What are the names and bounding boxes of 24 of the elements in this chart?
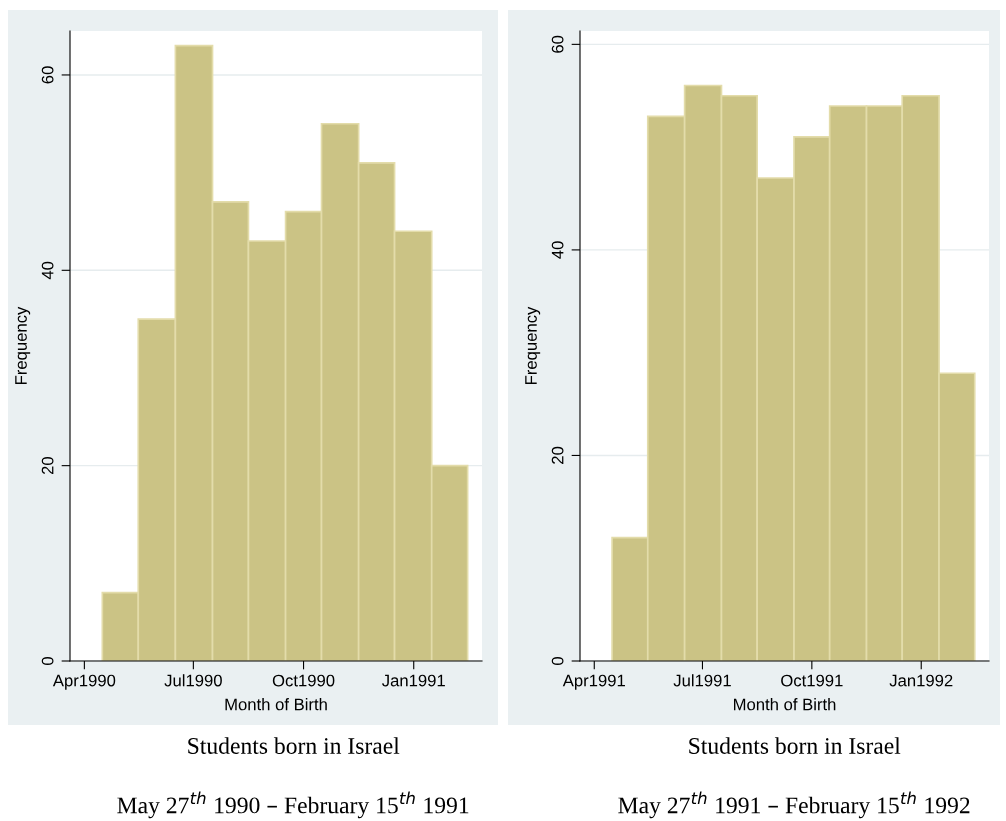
x-tick-label: Jan1991 (382, 674, 445, 687)
x-tick-label: Apr1991 (562, 674, 625, 690)
y-tick-label: 60 (551, 35, 564, 53)
x-axis-title: Month of Birth (733, 698, 836, 711)
y-tick-label: 40 (41, 261, 54, 280)
y-axis-title: Frequency (525, 306, 541, 384)
y-tick-label: 0 (551, 657, 564, 665)
y-tick-label: 20 (41, 457, 54, 475)
x-tick-label: Oct1990 (272, 674, 335, 687)
x-tick-label: Jul1991 (673, 674, 731, 687)
y-axis-title: Frequency (15, 306, 31, 384)
x-tick-label: Oct1991 (781, 674, 843, 687)
y-tick-label: 20 (551, 446, 564, 464)
text: May 27$^{th}$ 1990 – February 15$^{th}$ 1991 (117, 791, 469, 819)
y-tick-label: 0 (41, 657, 54, 665)
x-tick-label: Jan1992 (889, 674, 953, 687)
x-tick-label: Jul1990 (164, 674, 222, 687)
y-tick-label: 40 (551, 241, 564, 259)
text: Students born in Israel (689, 737, 901, 754)
y-tick-label: 60 (41, 66, 54, 84)
text: Students born in Israel (188, 737, 400, 754)
text: May 27$^{th}$ 1991 – February 15$^{th}$ 1992 (618, 791, 970, 819)
x-axis-title: Month of Birth (225, 698, 327, 711)
x-tick-label: Apr1990 (52, 674, 116, 690)
